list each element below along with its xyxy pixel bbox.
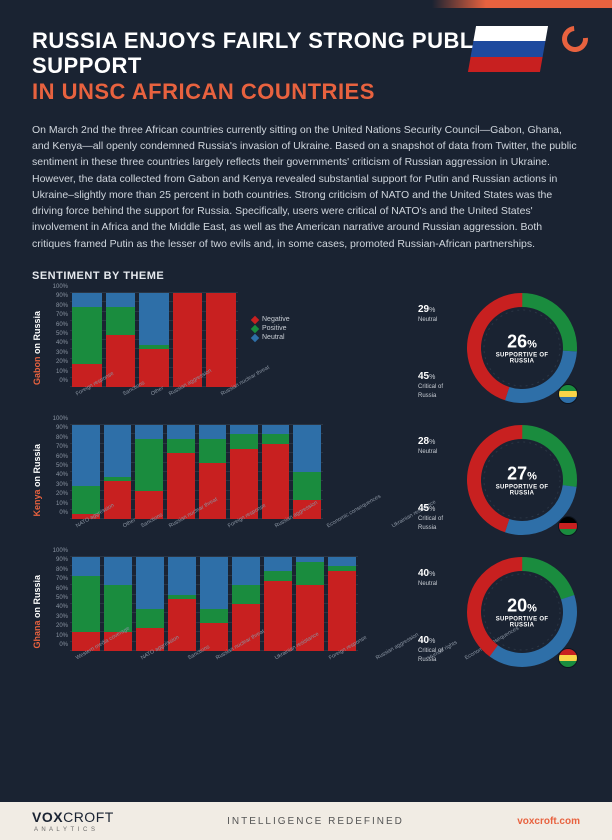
y-tick: 30% <box>48 482 68 488</box>
top-accent-bar <box>432 0 612 8</box>
stacked-bar-chart: 0%10%20%30%40%50%60%70%80%90%100%NATO ag… <box>48 425 323 535</box>
y-tick: 90% <box>48 557 68 563</box>
footer-brand: VOXCROFT <box>32 809 114 825</box>
y-tick: 90% <box>48 425 68 431</box>
donut-chart: 26%SUPPORTIVE OFRUSSIA29%Neutral45%Criti… <box>464 290 580 406</box>
donut-critical-label: 45%Critical ofRussia <box>418 503 443 532</box>
y-tick: 40% <box>48 472 68 478</box>
donut-critical-label: 45%Critical ofRussia <box>418 371 443 400</box>
y-tick: 50% <box>48 463 68 469</box>
chart-ylabel: Ghana on Russia <box>32 575 48 649</box>
donut-chart-wrap: 27%SUPPORTIVE OFRUSSIA 28%Neutral 45%Criti… <box>410 422 580 538</box>
legend-label: Negative <box>262 316 290 323</box>
y-tick: 100% <box>48 416 68 422</box>
bar-column <box>72 293 102 387</box>
header: RUSSIA ENJOYS FAIRLY STRONG PUBLIC SUPPO… <box>32 28 580 104</box>
bar-column <box>200 557 228 651</box>
y-tick: 100% <box>48 284 68 290</box>
bar-column <box>167 425 195 519</box>
country-flag-icon <box>558 648 578 668</box>
country-flag-icon <box>558 516 578 536</box>
russia-flag-icon <box>468 26 548 72</box>
footer-url: voxcroft.com <box>517 816 580 827</box>
legend-label: Neutral <box>262 334 285 341</box>
title-line-2: IN UNSC AFRICAN COUNTRIES <box>32 79 580 104</box>
y-tick: 30% <box>48 350 68 356</box>
donut-center: 26%SUPPORTIVE OFRUSSIA <box>496 332 549 365</box>
y-tick: 100% <box>48 548 68 554</box>
y-tick: 30% <box>48 614 68 620</box>
bar-column <box>72 557 100 651</box>
chart-ylabel: Kenya on Russia <box>32 444 48 517</box>
stacked-bar-chart: 0%10%20%30%40%50%60%70%80%90%100%Western… <box>48 557 358 667</box>
y-tick: 40% <box>48 604 68 610</box>
y-tick: 80% <box>48 303 68 309</box>
legend-swatch <box>251 333 259 341</box>
legend: Negative Positive Neutral <box>252 316 290 343</box>
y-tick: 70% <box>48 444 68 450</box>
country-row: Kenya on Russia0% 10% 20% 30% 40% 50% 60% 70% 80… <box>32 422 580 538</box>
x-label: Economic consequences <box>326 494 391 545</box>
donut-chart: 20%SUPPORTIVE OFRUSSIA40%Neutral40%Criti… <box>464 554 580 670</box>
y-tick: 0% <box>48 642 68 648</box>
donut-center: 27%SUPPORTIVE OFRUSSIA <box>496 464 549 497</box>
bar-column <box>136 557 164 651</box>
legend-swatch <box>251 315 259 323</box>
y-tick: 70% <box>48 312 68 318</box>
y-tick: 90% <box>48 293 68 299</box>
section-label: SENTIMENT BY THEME <box>32 270 580 282</box>
y-tick: 0% <box>48 510 68 516</box>
y-tick: 50% <box>48 595 68 601</box>
donut-critical-label: 40%Critical ofRussia <box>418 635 443 664</box>
brand-light: CROFT <box>63 809 114 825</box>
donut-chart-wrap: 26%SUPPORTIVE OFRUSSIA 29%Neutral 45%Criti… <box>410 290 580 406</box>
country-row: Gabon on Russia0% 10% 20% 30% 40% 50% 60% 70% 80… <box>32 290 580 406</box>
y-tick: 60% <box>48 454 68 460</box>
y-tick: 0% <box>48 378 68 384</box>
legend-label: Positive <box>262 325 287 332</box>
y-tick: 60% <box>48 322 68 328</box>
y-tick: 50% <box>48 331 68 337</box>
y-tick: 10% <box>48 633 68 639</box>
y-tick: 70% <box>48 576 68 582</box>
bar-column <box>262 425 290 519</box>
bar-column <box>328 557 356 651</box>
y-tick: 80% <box>48 567 68 573</box>
chart-ylabel: Gabon on Russia <box>32 311 48 385</box>
y-tick: 20% <box>48 623 68 629</box>
y-tick: 80% <box>48 435 68 441</box>
bar-column <box>139 293 169 387</box>
intro-paragraph: On March 2nd the three African countries… <box>32 122 580 252</box>
legend-swatch <box>251 324 259 332</box>
footer-tagline: INTELLIGENCE REDEFINED <box>227 816 404 827</box>
country-flag-icon <box>558 384 578 404</box>
bar-column <box>264 557 292 651</box>
country-row: Ghana on Russia0% 10% 20% 30% 40% 50% 60% 70% 80… <box>32 554 580 670</box>
y-tick: 10% <box>48 369 68 375</box>
donut-neutral-label: 40%Neutral <box>418 568 437 588</box>
y-tick: 40% <box>48 340 68 346</box>
donut-chart-wrap: 20%SUPPORTIVE OFRUSSIA 40%Neutral 40%Criti… <box>410 554 580 670</box>
y-tick: 10% <box>48 501 68 507</box>
footer: VOXCROFT A N A L Y T I C S INTELLIGENCE … <box>0 802 612 840</box>
donut-neutral-label: 29%Neutral <box>418 304 437 324</box>
bar-column <box>230 425 258 519</box>
donut-neutral-label: 28%Neutral <box>418 436 437 456</box>
y-tick: 20% <box>48 491 68 497</box>
y-tick: 60% <box>48 586 68 592</box>
bar-column <box>72 425 100 519</box>
donut-center: 20%SUPPORTIVE OFRUSSIA <box>496 596 549 629</box>
bar-column <box>173 293 203 387</box>
brand-bold: VOX <box>32 809 63 825</box>
donut-chart: 27%SUPPORTIVE OFRUSSIA28%Neutral45%Criti… <box>464 422 580 538</box>
stacked-bar-chart: 0%10%20%30%40%50%60%70%80%90%100%Foreign… <box>48 293 238 403</box>
brand-subtitle: A N A L Y T I C S <box>34 827 114 833</box>
bar-column <box>135 425 163 519</box>
y-tick: 20% <box>48 359 68 365</box>
